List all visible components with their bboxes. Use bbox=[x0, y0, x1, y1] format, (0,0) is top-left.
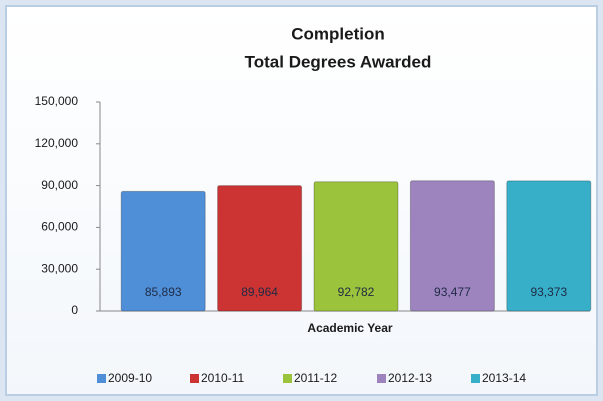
y-tick-label: 0 bbox=[71, 303, 78, 317]
value-label: 93,477 bbox=[434, 285, 471, 299]
bar bbox=[313, 181, 399, 312]
bar bbox=[217, 185, 303, 312]
bar bbox=[120, 190, 206, 312]
y-tick-label: 120,000 bbox=[35, 136, 79, 150]
value-label: 92,782 bbox=[338, 285, 375, 299]
x-axis-label: Academic Year bbox=[307, 321, 393, 335]
legend-label: 2012-13 bbox=[388, 371, 432, 385]
legend-swatch bbox=[283, 374, 292, 383]
legend-label: 2010-11 bbox=[201, 371, 244, 385]
legend-swatch bbox=[190, 374, 199, 383]
value-label: 85,893 bbox=[145, 285, 182, 299]
chart-subtitle: Total Degrees Awarded bbox=[245, 52, 432, 71]
y-tick-label: 150,000 bbox=[35, 94, 79, 108]
legend-swatch bbox=[377, 374, 386, 383]
y-tick-label: 60,000 bbox=[41, 220, 78, 234]
value-label: 93,373 bbox=[530, 285, 567, 299]
y-tick-label: 90,000 bbox=[41, 178, 78, 192]
legend-swatch bbox=[97, 374, 106, 383]
bar bbox=[506, 180, 592, 312]
bar bbox=[409, 180, 495, 312]
legend-label: 2013-14 bbox=[482, 371, 526, 385]
legend-label: 2011-12 bbox=[294, 371, 337, 385]
y-tick-label: 30,000 bbox=[41, 261, 78, 275]
value-label: 89,964 bbox=[241, 285, 278, 299]
legend-label: 2009-10 bbox=[108, 371, 152, 385]
legend-swatch bbox=[471, 374, 480, 383]
chart-title: Completion bbox=[291, 24, 385, 43]
